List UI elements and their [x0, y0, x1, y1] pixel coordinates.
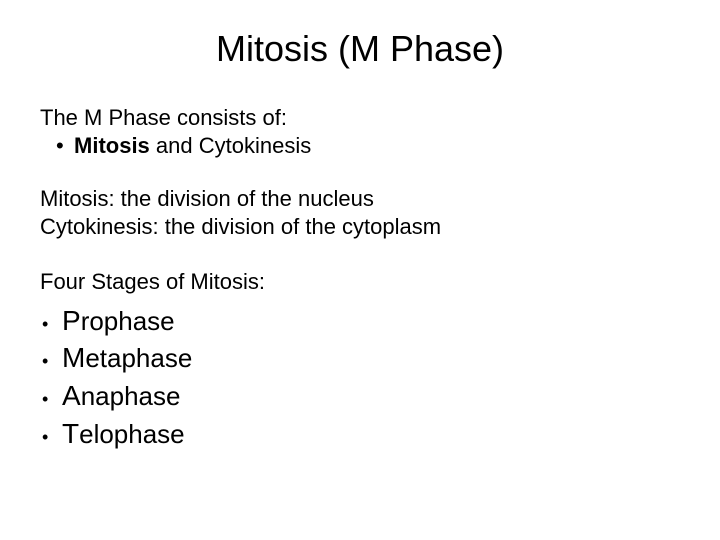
bullet-icon	[40, 349, 62, 373]
bullet-icon	[40, 425, 62, 449]
stage-item: Prophase	[40, 302, 680, 340]
stage-text: Prophase	[62, 302, 175, 340]
stages-heading-block: Four Stages of Mitosis:	[40, 268, 680, 296]
stage-initial: T	[62, 418, 79, 449]
stage-item: Metaphase	[40, 339, 680, 377]
stage-rest: elophase	[79, 419, 185, 449]
stage-initial: M	[62, 342, 85, 373]
stage-rest: rophase	[81, 306, 175, 336]
stage-text: Metaphase	[62, 339, 192, 377]
stage-initial: P	[62, 305, 81, 336]
stage-text: Telophase	[62, 415, 185, 453]
bullet-icon	[40, 312, 62, 336]
stages-heading: Four Stages of Mitosis:	[40, 268, 680, 296]
bullet-icon	[40, 387, 62, 411]
consists-rest: and Cytokinesis	[150, 133, 311, 158]
slide-title: Mitosis (M Phase)	[40, 28, 680, 70]
definitions-block: Mitosis: the division of the nucleus Cyt…	[40, 185, 680, 240]
definition-mitosis: Mitosis: the division of the nucleus	[40, 185, 680, 213]
stage-item: Telophase	[40, 415, 680, 453]
consists-bullet-text: Mitosis and Cytokinesis	[74, 132, 311, 160]
stage-text: Anaphase	[62, 377, 180, 415]
consists-intro: The M Phase consists of:	[40, 104, 680, 132]
m-phase-consists-block: The M Phase consists of: Mitosis and Cyt…	[40, 104, 680, 159]
stage-item: Anaphase	[40, 377, 680, 415]
slide-container: Mitosis (M Phase) The M Phase consists o…	[0, 0, 720, 540]
stage-rest: naphase	[81, 381, 181, 411]
stage-initial: A	[62, 380, 81, 411]
stage-rest: etaphase	[85, 343, 192, 373]
bullet-icon	[54, 132, 74, 160]
definition-cytokinesis: Cytokinesis: the division of the cytopla…	[40, 213, 680, 241]
consists-bold: Mitosis	[74, 133, 150, 158]
consists-bullet: Mitosis and Cytokinesis	[40, 132, 680, 160]
stages-list: Prophase Metaphase Anaphase Telophase	[40, 302, 680, 453]
